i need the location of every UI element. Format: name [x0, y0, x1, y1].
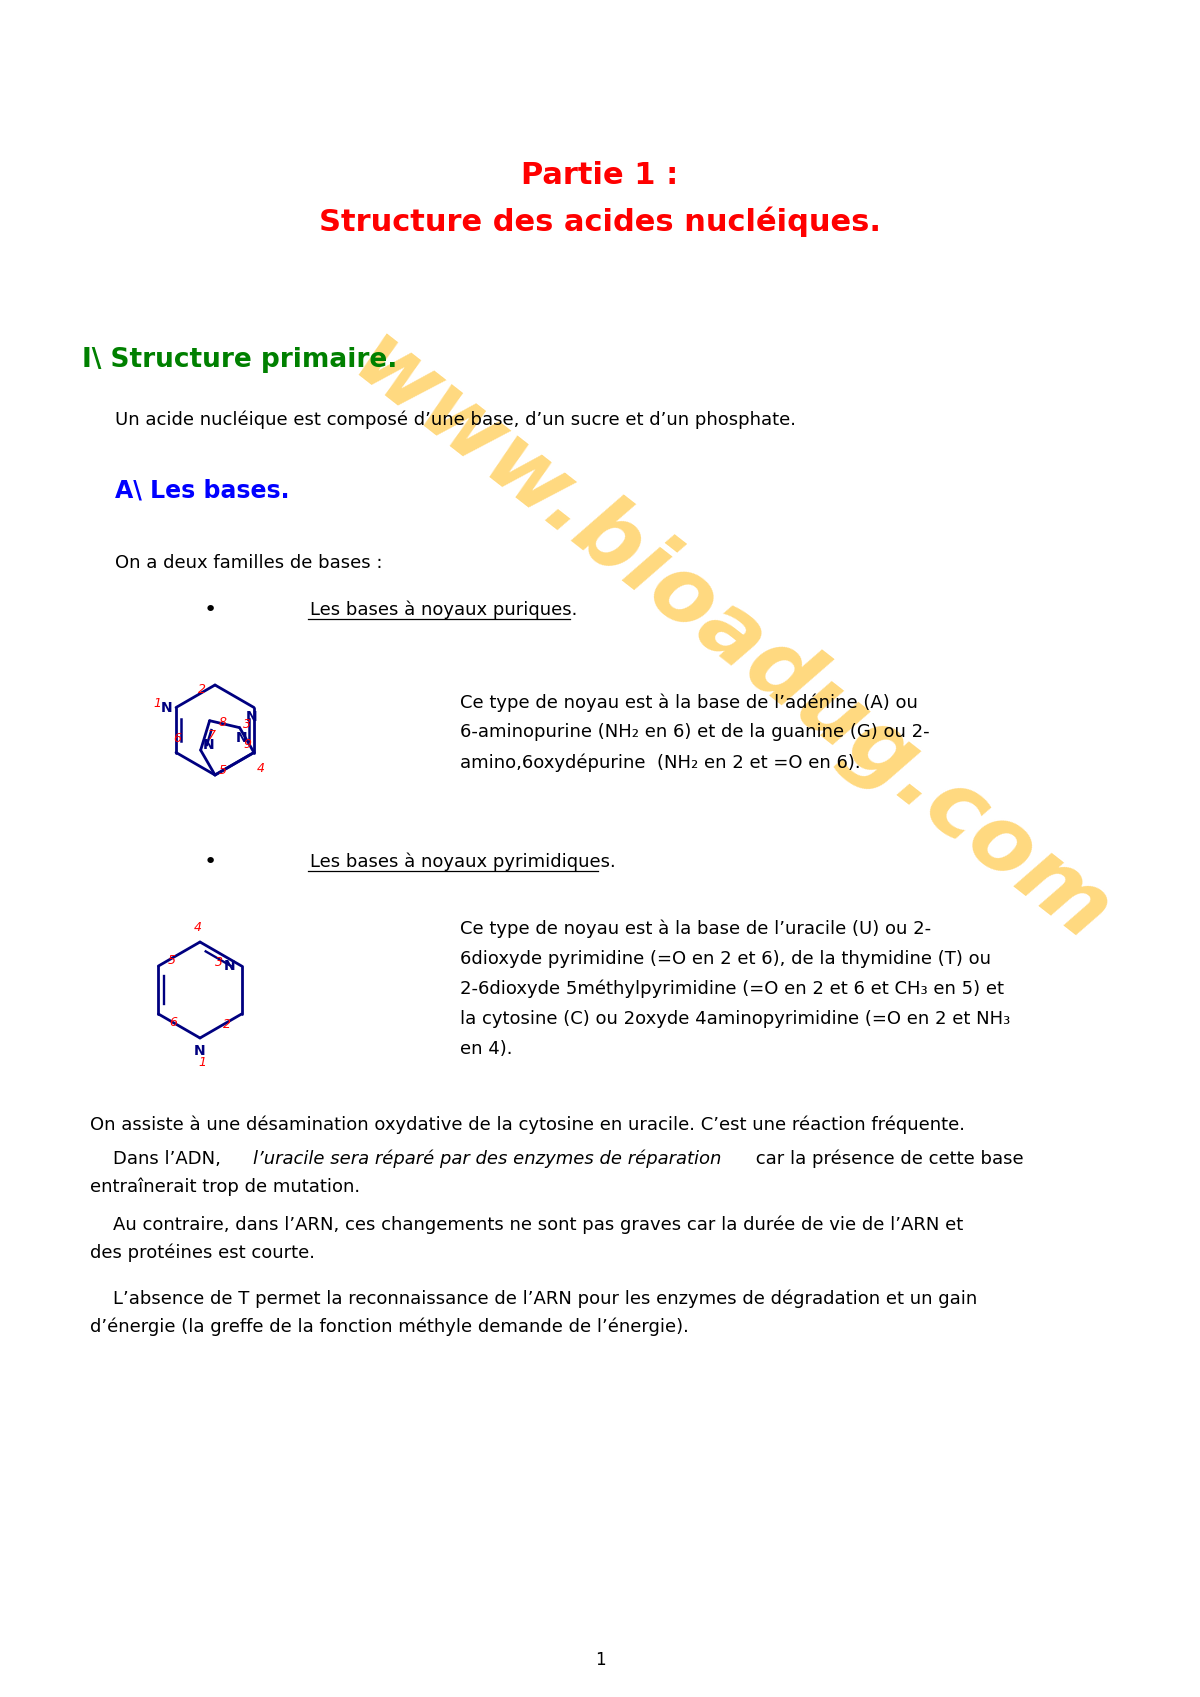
- Text: N: N: [246, 711, 258, 725]
- Text: Partie 1 :: Partie 1 :: [521, 161, 679, 190]
- Text: Ce type de noyau est à la base de l’adénine (A) ou: Ce type de noyau est à la base de l’adén…: [460, 692, 918, 711]
- Text: 2: 2: [223, 1018, 232, 1032]
- Text: Ce type de noyau est à la base de l’uracile (U) ou 2-: Ce type de noyau est à la base de l’urac…: [460, 920, 931, 938]
- Text: 2-6dioxyde 5méthylpyrimidine (=O en 2 et 6 et CH₃ en 5) et: 2-6dioxyde 5méthylpyrimidine (=O en 2 et…: [460, 979, 1004, 998]
- Text: Dans l’ADN,: Dans l’ADN,: [90, 1151, 227, 1168]
- Text: 4: 4: [257, 762, 265, 776]
- Text: 6: 6: [169, 1017, 176, 1028]
- Text: des protéines est courte.: des protéines est courte.: [90, 1242, 314, 1261]
- Text: 4: 4: [193, 921, 202, 933]
- Text: 1: 1: [198, 1056, 206, 1069]
- Text: Au contraire, dans l’ARN, ces changements ne sont pas graves car la durée de vie: Au contraire, dans l’ARN, ces changement…: [90, 1215, 964, 1234]
- Text: N: N: [223, 959, 235, 972]
- Text: en 4).: en 4).: [460, 1040, 512, 1057]
- Text: A\ Les bases.: A\ Les bases.: [115, 479, 289, 502]
- Text: 3: 3: [244, 718, 251, 731]
- Text: 6: 6: [173, 733, 181, 745]
- Text: d’énergie (la greffe de la fonction méthyle demande de l’énergie).: d’énergie (la greffe de la fonction méth…: [90, 1319, 689, 1337]
- Text: 5: 5: [220, 764, 227, 777]
- Text: I\ Structure primaire.: I\ Structure primaire.: [82, 346, 397, 373]
- Text: amino,6oxydépurine  (NH₂ en 2 et =O en 6).: amino,6oxydépurine (NH₂ en 2 et =O en 6)…: [460, 753, 860, 772]
- Text: On assiste à une désamination oxydative de la cytosine en uracile. C’est une réa: On assiste à une désamination oxydative …: [90, 1115, 965, 1134]
- Text: 3: 3: [215, 955, 222, 969]
- Text: l’uracile sera réparé par des enzymes de réparation: l’uracile sera réparé par des enzymes de…: [253, 1151, 721, 1169]
- Text: entraînerait trop de mutation.: entraînerait trop de mutation.: [90, 1178, 360, 1196]
- Text: car la présence de cette base: car la présence de cette base: [750, 1151, 1024, 1169]
- Text: www.bioadug.com: www.bioadug.com: [335, 317, 1126, 962]
- Text: 7: 7: [208, 730, 216, 742]
- Text: 6dioxyde pyrimidine (=O en 2 et 6), de la thymidine (T) ou: 6dioxyde pyrimidine (=O en 2 et 6), de l…: [460, 950, 991, 967]
- Text: Structure des acides nucléiques.: Structure des acides nucléiques.: [319, 207, 881, 238]
- Text: N: N: [203, 738, 215, 752]
- Text: N: N: [194, 1044, 206, 1059]
- Text: 2: 2: [198, 682, 206, 696]
- Text: 8: 8: [218, 716, 227, 730]
- Text: •: •: [203, 852, 217, 872]
- Text: la cytosine (C) ou 2oxyde 4aminopyrimidine (=O en 2 et NH₃: la cytosine (C) ou 2oxyde 4aminopyrimidi…: [460, 1010, 1010, 1028]
- Text: 1: 1: [154, 697, 161, 711]
- Text: •: •: [203, 601, 217, 619]
- Text: N: N: [161, 701, 172, 714]
- Text: 9: 9: [244, 738, 252, 752]
- Text: N: N: [236, 730, 247, 745]
- Text: L’absence de T permet la reconnaissance de l’ARN pour les enzymes de dégradation: L’absence de T permet la reconnaissance …: [90, 1290, 977, 1308]
- Text: Les bases à noyaux puriques.: Les bases à noyaux puriques.: [310, 601, 577, 619]
- Text: Les bases à noyaux pyrimidiques.: Les bases à noyaux pyrimidiques.: [310, 854, 616, 871]
- Text: 6-aminopurine (NH₂ en 6) et de la guanine (G) ou 2-: 6-aminopurine (NH₂ en 6) et de la guanin…: [460, 723, 930, 742]
- Text: On a deux familles de bases :: On a deux familles de bases :: [115, 553, 383, 572]
- Text: Un acide nucléique est composé d’une base, d’un sucre et d’un phosphate.: Un acide nucléique est composé d’une bas…: [115, 411, 796, 429]
- Text: 1: 1: [595, 1651, 605, 1670]
- Text: 5: 5: [168, 954, 176, 967]
